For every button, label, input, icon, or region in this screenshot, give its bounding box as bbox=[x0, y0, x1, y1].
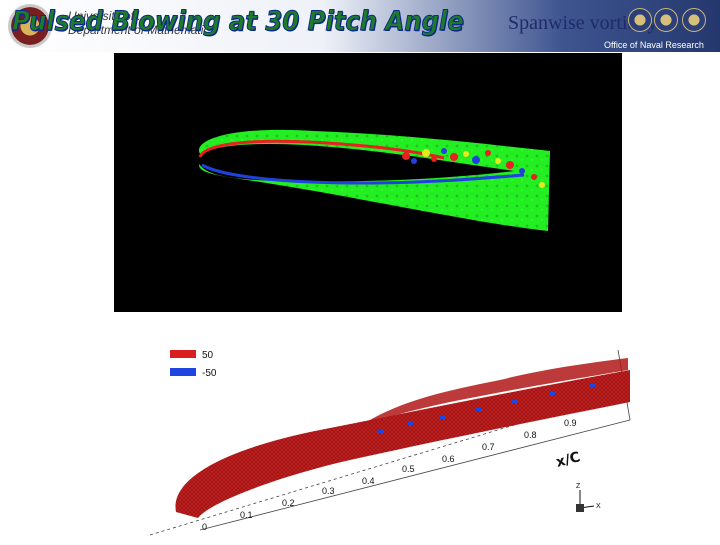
isosurface-plot: 50 -50 0 0.1 0.2 0.3 0.4 0.5 0.6 0.7 0.8… bbox=[149, 349, 631, 536]
tick-label: 0.4 bbox=[362, 476, 375, 486]
tick-label: 0.2 bbox=[282, 498, 295, 508]
tick-label: 0.3 bbox=[322, 486, 335, 496]
shed-vortices bbox=[402, 148, 545, 188]
vorticity-contour-2d bbox=[114, 53, 622, 312]
legend-swatch-positive bbox=[170, 350, 196, 358]
axis-line bbox=[199, 419, 631, 531]
legend-label-positive: 50 bbox=[202, 350, 214, 361]
navy-seal-icon bbox=[628, 8, 652, 32]
tick-label: 0 bbox=[202, 522, 207, 532]
onr-emblem-icon bbox=[654, 8, 678, 32]
slide-title: Pulsed Blowing at 30 Pitch Angle bbox=[12, 6, 465, 38]
university-seal-icon bbox=[8, 4, 52, 48]
slide-subtitle: Spanwise vorticity bbox=[508, 12, 658, 34]
sponsor-name: Office of Naval Research bbox=[604, 40, 704, 50]
triad-z-label: Z bbox=[576, 483, 581, 490]
tick-label: 0.5 bbox=[402, 464, 415, 474]
header-banner: University of ... Department of Mathemat… bbox=[0, 0, 720, 52]
legend-swatch-negative bbox=[170, 368, 196, 376]
tick-label: 0.7 bbox=[482, 442, 495, 452]
negative-isosurface-patches bbox=[378, 384, 596, 433]
positive-vorticity-layer bbox=[198, 139, 445, 160]
turbulent-structures bbox=[360, 358, 628, 426]
airfoil-body bbox=[197, 143, 514, 182]
triad-x-label: X bbox=[596, 503, 601, 510]
legend-label-negative: -50 bbox=[202, 368, 217, 379]
vorticity-isosurface-3d: 50 -50 0 0.1 0.2 0.3 0.4 0.5 0.6 0.7 0.8… bbox=[140, 330, 640, 540]
tick-label: 0.8 bbox=[524, 430, 537, 440]
negative-vorticity-layer bbox=[201, 163, 525, 185]
triad-origin bbox=[576, 504, 584, 512]
airfoil-isosurface bbox=[175, 370, 630, 518]
tick-label: 0.9 bbox=[564, 418, 577, 428]
tick-label: 0.6 bbox=[442, 454, 455, 464]
department-line-2: Department of Mathematics bbox=[68, 23, 216, 37]
tick-label: 0.1 bbox=[240, 510, 253, 520]
department-line-1: University of ... bbox=[68, 9, 148, 23]
marine-corps-emblem-icon bbox=[682, 8, 706, 32]
airfoil-contour-plot bbox=[197, 129, 551, 231]
